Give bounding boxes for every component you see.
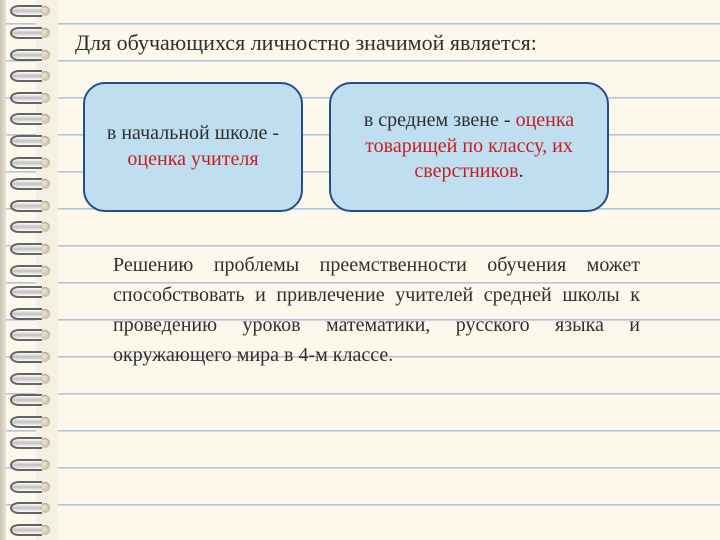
bubble-elementary-accent: оценка учителя — [127, 148, 258, 170]
binding-ring — [10, 157, 42, 169]
bubble-elementary-prefix: в начальной школе - — [107, 122, 279, 144]
bubble-row: в начальной школе - оценка учителя в сре… — [75, 82, 690, 212]
binding-ring — [10, 5, 42, 17]
binding-ring — [10, 437, 42, 449]
binding-ring — [10, 502, 42, 514]
bubble-elementary: в начальной школе - оценка учителя — [83, 82, 303, 212]
bubble-middle-suffix: . — [519, 160, 524, 182]
binding-ring — [10, 135, 42, 147]
binding-ring — [10, 243, 42, 255]
binding-ring — [10, 459, 42, 471]
bubble-elementary-text: в начальной школе - оценка учителя — [103, 121, 283, 172]
notebook-page: Для обучающихся личностно значимой являе… — [0, 0, 720, 540]
binding-ring — [10, 286, 42, 298]
binding-ring — [10, 416, 42, 428]
binding-ring — [10, 49, 42, 61]
binding-ring — [10, 265, 42, 277]
bubble-middle-prefix: в среднем звене - — [364, 109, 516, 131]
binding-ring — [10, 481, 42, 493]
binding-ring — [10, 221, 42, 233]
spiral-binding — [0, 0, 58, 540]
binding-ring — [10, 92, 42, 104]
binding-ring — [10, 329, 42, 341]
body-paragraph: Решению проблемы преемственности обучени… — [75, 250, 690, 370]
slide-content: Для обучающихся личностно значимой являе… — [75, 28, 690, 520]
binding-ring — [10, 27, 42, 39]
binding-ring — [10, 308, 42, 320]
binding-ring — [10, 178, 42, 190]
bubble-middle-text: в среднем звене - оценка товарищей по кл… — [349, 108, 589, 185]
heading-text: Для обучающихся личностно значимой являе… — [75, 28, 690, 58]
binding-ring — [10, 394, 42, 406]
binding-ring — [10, 351, 42, 363]
bubble-middle: в среднем звене - оценка товарищей по кл… — [329, 82, 609, 212]
binding-ring — [10, 113, 42, 125]
binding-ring — [10, 200, 42, 212]
binding-ring — [10, 70, 42, 82]
binding-ring — [10, 373, 42, 385]
binding-ring — [10, 524, 42, 536]
